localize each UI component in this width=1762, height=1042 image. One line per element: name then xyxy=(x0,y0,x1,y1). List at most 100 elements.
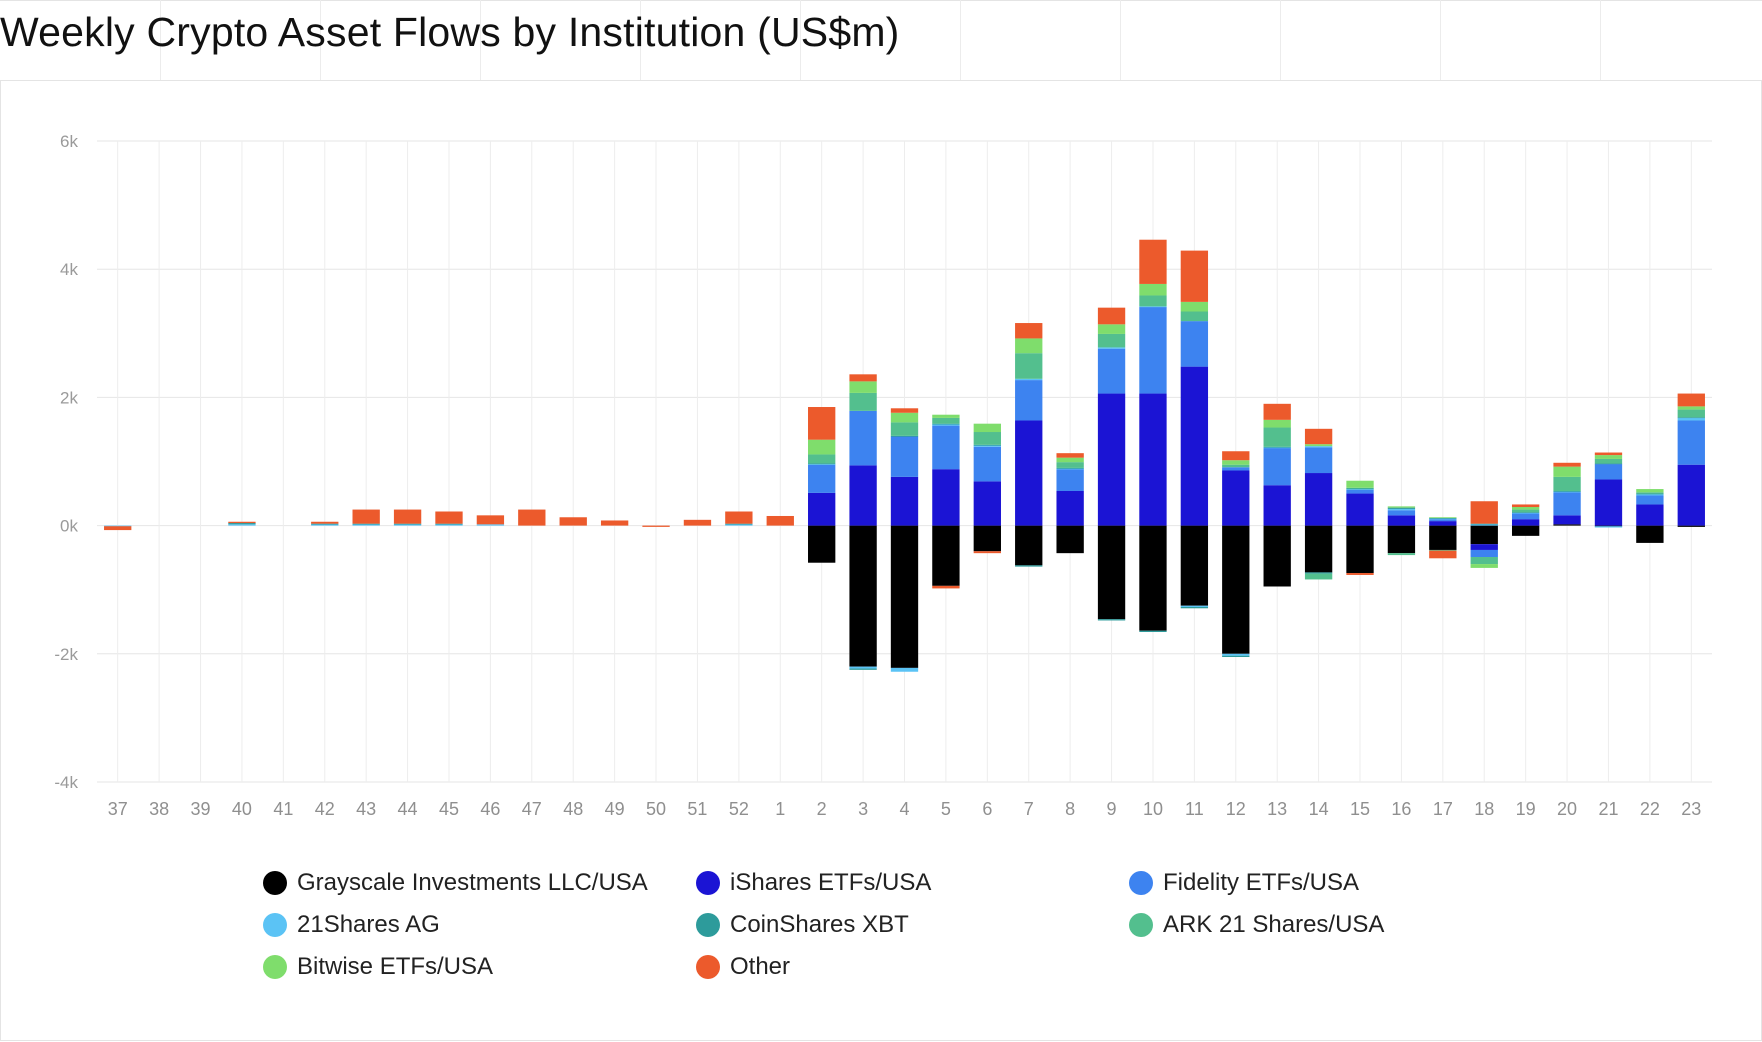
bar-segment xyxy=(352,509,380,524)
x-tick-label: 17 xyxy=(1433,799,1453,819)
bar-segment xyxy=(311,524,339,526)
bar-segment xyxy=(1056,453,1084,458)
bar-segment xyxy=(1346,488,1374,490)
legend-label: iShares ETFs/USA xyxy=(730,869,932,896)
bar-segment xyxy=(1387,525,1416,554)
bar-segment xyxy=(1304,473,1333,526)
bar-segment xyxy=(1470,557,1498,565)
bar-segment xyxy=(1553,492,1581,516)
bar-segment xyxy=(973,445,1001,447)
bar-segment xyxy=(228,521,256,524)
x-tick-label: 47 xyxy=(522,799,542,819)
bar-segment xyxy=(1511,513,1540,520)
bar-segment xyxy=(1636,495,1664,505)
bar-segment xyxy=(1429,517,1457,519)
bar-segment xyxy=(890,412,919,423)
bar-segment xyxy=(1346,489,1374,490)
bar-segment xyxy=(1636,492,1664,494)
bar-segment xyxy=(849,666,877,669)
legend-swatch-icon xyxy=(696,913,720,937)
bar-segment xyxy=(1097,348,1126,394)
legend-swatch-icon xyxy=(696,871,720,895)
y-tick-label: 2k xyxy=(60,388,78,407)
bar-segment xyxy=(1304,525,1333,573)
bar-segment xyxy=(1429,549,1457,551)
bar-segment xyxy=(1677,406,1705,410)
x-tick-label: 12 xyxy=(1226,799,1246,819)
bar-segment xyxy=(973,444,1001,446)
bar-segment xyxy=(1304,573,1333,580)
bar-segment xyxy=(1222,653,1250,656)
bar-segment xyxy=(725,523,753,525)
bar-segment xyxy=(890,476,919,526)
bar-segment xyxy=(1470,523,1498,525)
bar-segment xyxy=(1470,501,1498,524)
x-tick-label: 22 xyxy=(1640,799,1660,819)
legend-item[interactable]: Fidelity ETFs/USA xyxy=(1129,869,1359,897)
x-tick-label: 14 xyxy=(1309,799,1329,819)
bar-segment xyxy=(1553,524,1581,526)
bar-segment xyxy=(1387,553,1416,556)
legend-item[interactable]: Bitwise ETFs/USA xyxy=(263,953,493,981)
bar-segment xyxy=(1097,619,1126,621)
bar-segment xyxy=(476,515,505,525)
bar-segment xyxy=(849,374,877,382)
bar-segment xyxy=(1097,307,1126,325)
legend-item[interactable]: Grayscale Investments LLC/USA xyxy=(263,869,648,897)
legend-swatch-icon xyxy=(1129,913,1153,937)
bar-segment xyxy=(1470,564,1498,568)
legend-swatch-icon xyxy=(263,955,287,979)
x-tick-label: 46 xyxy=(480,799,500,819)
bar-segment xyxy=(1015,420,1043,526)
bar-segment xyxy=(849,410,877,466)
bar-segment xyxy=(1594,526,1623,528)
bar-segment xyxy=(1139,393,1167,526)
bar-segment xyxy=(1304,572,1333,574)
bar-segment xyxy=(808,464,836,465)
legend-label: CoinShares XBT xyxy=(730,911,909,938)
title-grid-line xyxy=(0,0,1762,1)
legend-item[interactable]: ARK 21 Shares/USA xyxy=(1129,911,1384,939)
bar-segment xyxy=(393,524,422,526)
bar-segment xyxy=(1056,490,1084,526)
x-tick-label: 3 xyxy=(858,799,868,819)
legend-item[interactable]: Other xyxy=(696,953,790,981)
bar-segment xyxy=(1511,509,1540,513)
bar-segment xyxy=(1263,403,1291,420)
bar-segment xyxy=(932,425,960,470)
bar-segment xyxy=(1387,506,1416,508)
x-tick-label: 20 xyxy=(1557,799,1577,819)
bar-segment xyxy=(932,414,960,418)
bar-segment xyxy=(1263,446,1291,448)
bar-segment xyxy=(1180,311,1209,322)
legend-item[interactable]: iShares ETFs/USA xyxy=(696,869,931,897)
bar-segment xyxy=(1015,338,1043,354)
y-tick-label: -2k xyxy=(54,645,78,664)
legend-label: Fidelity ETFs/USA xyxy=(1163,869,1360,896)
bar-segment xyxy=(808,525,836,563)
x-tick-label: 2 xyxy=(817,799,827,819)
x-tick-label: 38 xyxy=(149,799,169,819)
bar-segment xyxy=(890,435,919,437)
bar-segment xyxy=(1594,525,1623,527)
x-tick-label: 49 xyxy=(605,799,625,819)
title-grid-divider xyxy=(160,0,161,80)
bar-segment xyxy=(1180,607,1209,609)
y-tick-label: 4k xyxy=(60,260,78,279)
bar-segment xyxy=(1470,544,1498,550)
legend-item[interactable]: CoinShares XBT xyxy=(696,911,909,939)
bar-segment xyxy=(932,417,960,424)
bar-segment xyxy=(1511,507,1540,510)
bar-segment xyxy=(1222,525,1250,654)
title-grid-line xyxy=(0,80,1762,81)
legend-item[interactable]: 21Shares AG xyxy=(263,911,440,939)
x-tick-label: 42 xyxy=(315,799,335,819)
bar-segment xyxy=(1511,525,1540,536)
bar-segment xyxy=(1553,515,1581,525)
bar-segment xyxy=(1180,366,1209,526)
bar-segment xyxy=(808,492,836,526)
bar-segment xyxy=(1677,417,1705,421)
x-tick-label: 52 xyxy=(729,799,749,819)
bar-segment xyxy=(1097,333,1126,348)
legend-label: Bitwise ETFs/USA xyxy=(297,953,494,980)
